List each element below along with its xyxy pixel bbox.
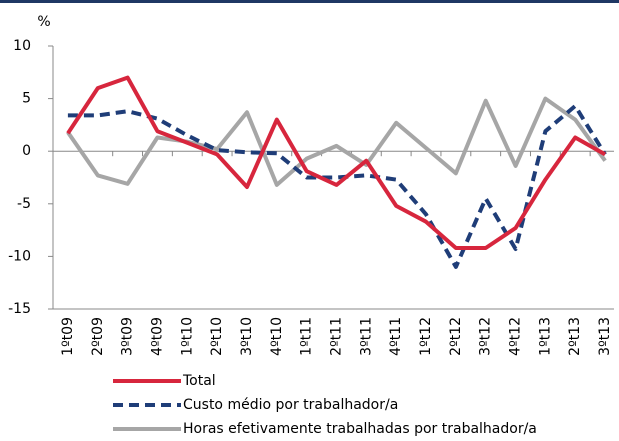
x-tick-label: 1ºt11: [299, 317, 315, 356]
y-axis-label: %: [37, 14, 50, 30]
x-tick-label: 3ºt11: [358, 317, 374, 356]
y-tick-label: 0: [22, 143, 31, 159]
series-line: [66, 75, 607, 250]
x-tick-label: 3ºt10: [239, 317, 255, 356]
x-tick-label: 4ºt11: [388, 317, 404, 356]
x-tick-label: 2ºt09: [90, 317, 106, 356]
x-tick-label: 2ºt11: [329, 317, 345, 356]
legend-label: Total: [182, 373, 216, 389]
x-tick-label: 1ºt12: [418, 317, 434, 356]
series-line: [67, 104, 607, 269]
top-bar: [0, 0, 619, 3]
x-tick-label: 1ºt09: [60, 317, 76, 356]
y-tick-label: -10: [8, 248, 31, 264]
y-tick-label: 10: [13, 38, 31, 54]
legend-label: Custo médio por trabalhador/a: [183, 397, 398, 413]
x-tick-label: 4ºt09: [149, 317, 165, 356]
x-tick-label: 1ºt10: [179, 317, 195, 356]
x-tick-label: 4ºt12: [508, 317, 524, 356]
x-tick-label: 2ºt13: [567, 317, 583, 356]
x-tick-label: 2ºt10: [209, 317, 225, 356]
legend-label: Horas efetivamente trabalhadas por traba…: [183, 421, 537, 437]
y-tick-label: -15: [8, 301, 31, 317]
y-tick-label: -5: [17, 196, 31, 212]
x-tick-label: 4ºt10: [269, 317, 285, 356]
x-tick-label: 3ºt13: [597, 317, 613, 356]
x-tick-label: 1ºt13: [537, 317, 553, 356]
y-tick-label: 5: [22, 91, 31, 107]
x-tick-label: 3ºt09: [120, 317, 136, 356]
series-line: [66, 96, 607, 187]
x-tick-label: 3ºt12: [478, 317, 494, 356]
x-tick-label: 2ºt12: [448, 317, 464, 356]
